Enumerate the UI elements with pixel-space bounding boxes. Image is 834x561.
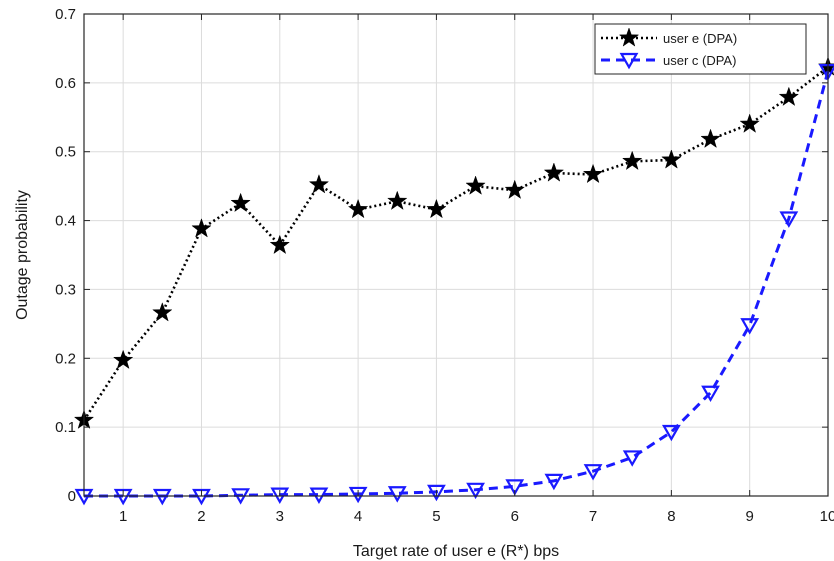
series-2 xyxy=(74,64,834,506)
y-axis-label: Outage probability xyxy=(14,190,31,320)
data-point xyxy=(544,473,564,491)
data-point xyxy=(112,349,134,370)
series-1 xyxy=(73,56,834,429)
y-tick-label: 0.5 xyxy=(55,144,76,161)
axis-ticks: 1 2 3 4 5 6 7 8 9 10 0 0.1 0.2 0.3 0.4 0.5 0.6 0.7 xyxy=(55,6,834,525)
data-point xyxy=(740,318,760,335)
x-tick-label: 10 xyxy=(820,508,834,525)
data-point xyxy=(504,179,525,199)
data-point xyxy=(426,198,447,219)
data-point xyxy=(348,486,368,504)
data-point xyxy=(739,113,760,133)
data-point xyxy=(778,86,800,107)
x-tick-label: 6 xyxy=(511,508,519,525)
plot-series xyxy=(73,56,834,506)
data-point xyxy=(309,487,329,504)
x-axis-label: Target rate of user e (R*) bps xyxy=(353,543,559,560)
y-tick-label: 0 xyxy=(68,488,76,505)
series-line xyxy=(82,65,829,421)
y-tick-label: 0.7 xyxy=(55,6,76,23)
data-point xyxy=(582,163,604,184)
x-tick-label: 5 xyxy=(432,508,440,525)
legend-item: user c (DPA) xyxy=(601,52,736,70)
data-point xyxy=(661,149,682,169)
data-point xyxy=(308,174,330,194)
data-point xyxy=(661,424,681,442)
data-point xyxy=(269,234,291,255)
x-tick-label: 8 xyxy=(667,508,675,525)
x-tick-label: 9 xyxy=(746,508,754,525)
x-tick-label: 7 xyxy=(589,508,597,525)
data-point xyxy=(543,162,565,182)
data-point xyxy=(583,464,603,481)
data-point xyxy=(701,385,720,403)
y-tick-label: 0.2 xyxy=(55,350,76,367)
data-point xyxy=(622,450,642,467)
data-point xyxy=(347,198,369,219)
legend-label: user c (DPA) xyxy=(663,53,736,68)
data-point xyxy=(427,484,446,502)
data-point xyxy=(465,175,486,195)
data-point xyxy=(779,211,799,228)
series-line xyxy=(84,70,830,498)
legend: user e (DPA) user c (DPA) xyxy=(594,23,807,75)
x-tick-label: 3 xyxy=(276,508,284,525)
data-point xyxy=(505,479,525,496)
data-point xyxy=(230,192,251,213)
y-tick-label: 0.6 xyxy=(55,75,76,92)
x-tick-label: 1 xyxy=(119,508,127,525)
y-tick-label: 0.1 xyxy=(55,419,76,436)
y-tick-label: 0.3 xyxy=(55,281,76,298)
data-point xyxy=(700,128,721,149)
data-point xyxy=(270,487,290,504)
x-tick-label: 4 xyxy=(354,508,362,525)
data-point xyxy=(466,482,485,500)
data-point xyxy=(621,150,643,171)
legend-marker xyxy=(619,52,639,70)
data-point xyxy=(191,218,212,238)
data-point xyxy=(387,486,407,503)
grid xyxy=(84,13,829,497)
legend-item: user e (DPA) xyxy=(601,27,737,47)
y-tick-label: 0.4 xyxy=(55,213,76,230)
plot-frame xyxy=(83,13,829,497)
data-point xyxy=(152,302,173,322)
legend-label: user e (DPA) xyxy=(663,31,737,46)
x-tick-label: 2 xyxy=(197,508,205,525)
legend-marker xyxy=(618,27,640,47)
data-point xyxy=(387,190,408,210)
